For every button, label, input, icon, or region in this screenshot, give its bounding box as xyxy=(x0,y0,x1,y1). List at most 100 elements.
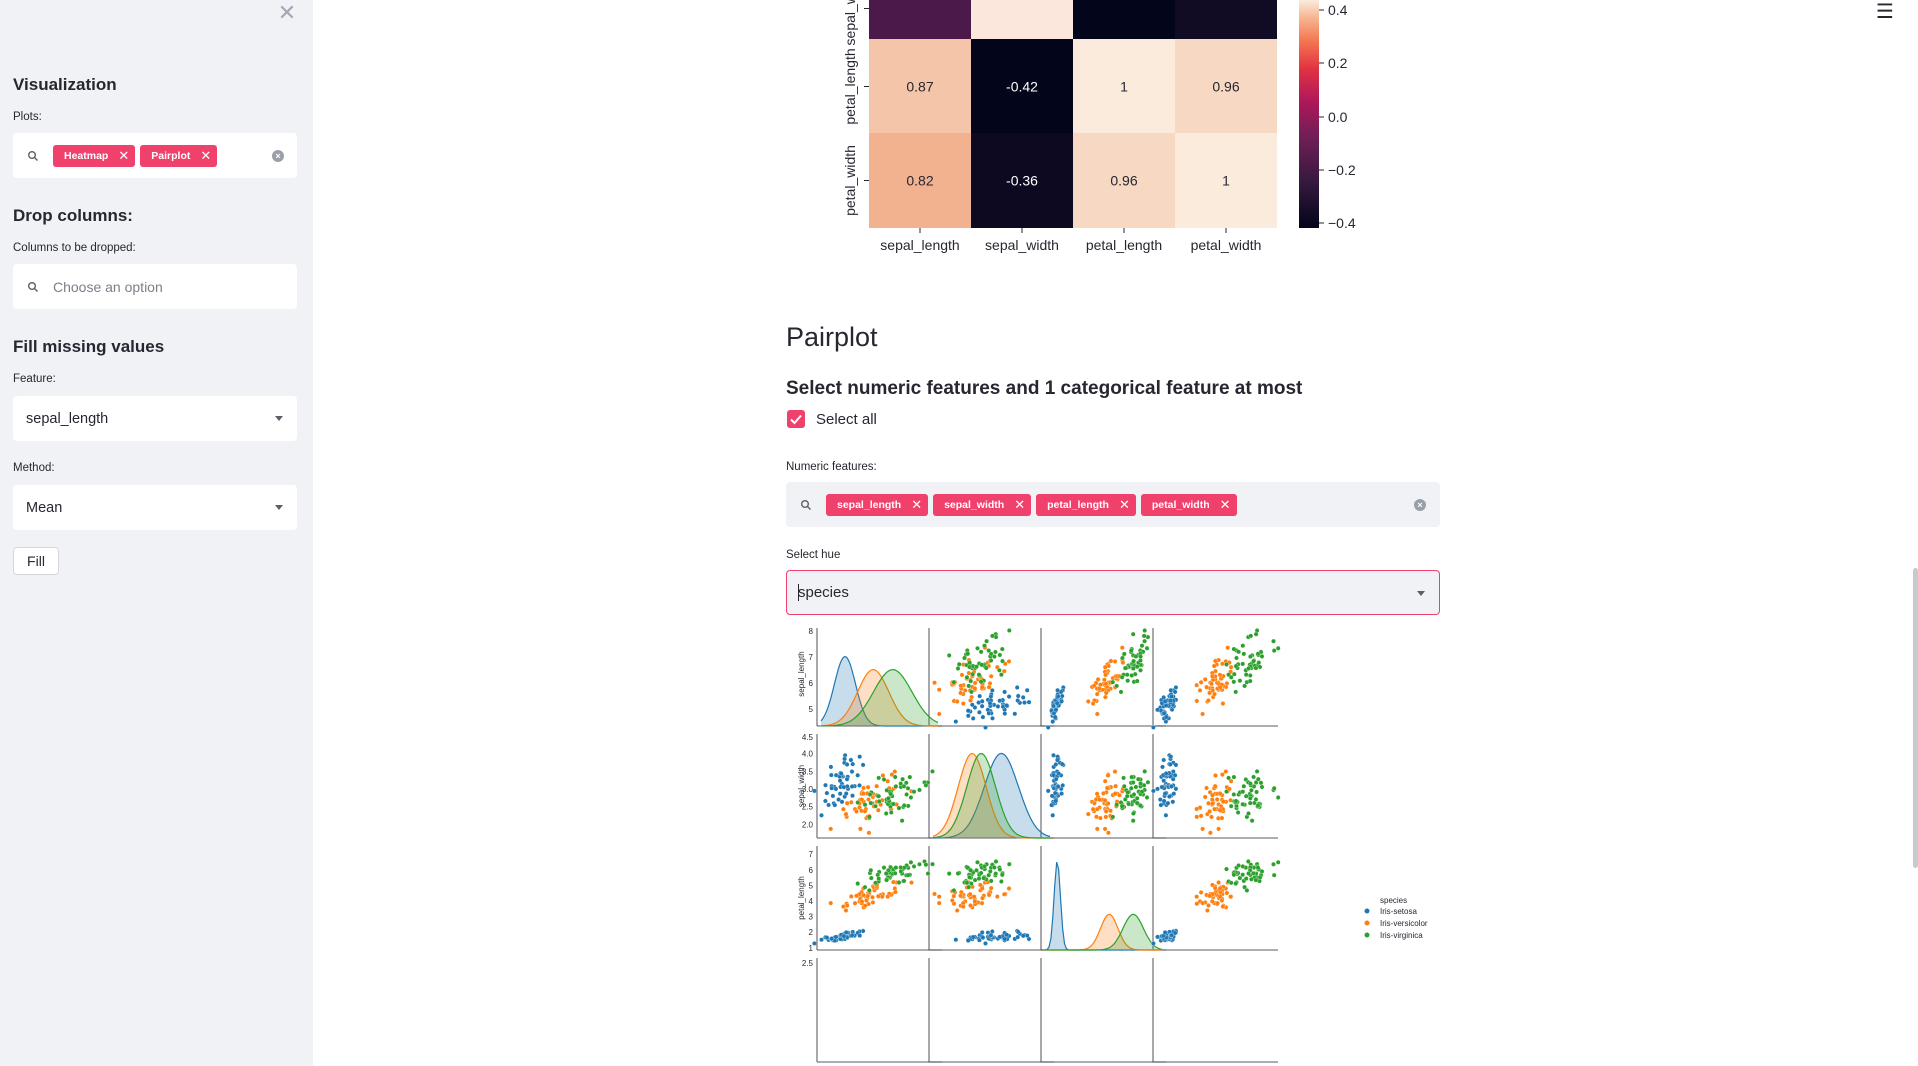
scrollbar[interactable] xyxy=(1913,568,1918,868)
scatter-point xyxy=(1119,645,1125,651)
scatter-point xyxy=(1240,872,1246,878)
scatter-point xyxy=(999,879,1004,884)
scatter-point xyxy=(979,703,985,709)
remove-tag-icon[interactable]: ✕ xyxy=(200,147,212,163)
remove-tag-icon[interactable]: ✕ xyxy=(1118,496,1130,512)
hamburger-menu-icon[interactable]: ☰ xyxy=(1876,1,1894,23)
checkbox-checked-icon[interactable] xyxy=(787,410,805,428)
scatter-point xyxy=(862,808,868,814)
scatter-point xyxy=(1214,797,1220,802)
scatter-point xyxy=(833,934,839,940)
scatter-point xyxy=(1045,725,1051,730)
scatter-point xyxy=(841,784,847,790)
scatter-point xyxy=(857,933,863,938)
scatter-point xyxy=(1253,631,1259,637)
scatter-point xyxy=(1220,701,1226,706)
close-icon[interactable]: ✕ xyxy=(277,0,297,25)
clear-all-icon[interactable]: × xyxy=(1414,499,1426,511)
feature-tag: sepal_length ✕ xyxy=(826,493,929,516)
plot-tag-label: Pairplot xyxy=(151,149,191,162)
scatter-point xyxy=(1090,701,1096,706)
scatter-point xyxy=(1259,869,1265,874)
scatter-point xyxy=(1105,773,1111,778)
heatmap-value: 0.96 xyxy=(1212,79,1239,95)
remove-tag-icon[interactable]: ✕ xyxy=(911,496,923,512)
hue-select[interactable]: species xyxy=(786,570,1440,615)
scatter-point xyxy=(865,784,871,790)
select-all-label: Select all xyxy=(816,410,877,428)
scatter-point xyxy=(898,781,904,786)
clear-all-icon[interactable]: × xyxy=(272,150,284,162)
scatter-point xyxy=(1130,818,1136,824)
scatter-point xyxy=(972,686,978,691)
scatter-point xyxy=(1161,757,1167,763)
numeric-features-multiselect[interactable]: sepal_length ✕ sepal_width ✕ petal_length ✕… xyxy=(786,482,1440,527)
scatter-point xyxy=(1121,783,1127,789)
scatter-point xyxy=(1102,664,1108,670)
scatter-point xyxy=(824,935,830,940)
scatter-point xyxy=(949,898,955,903)
scatter-point xyxy=(824,790,830,796)
feature-tag-label: petal_width xyxy=(1151,498,1210,511)
feature-select[interactable]: sepal_length xyxy=(13,396,297,441)
scatter-point xyxy=(1200,711,1205,717)
scatter-point xyxy=(1131,811,1136,816)
select-all-checkbox[interactable]: Select all xyxy=(787,410,877,428)
scatter-point xyxy=(833,786,839,792)
scatter-point xyxy=(1257,664,1263,670)
scatter-point xyxy=(909,880,914,885)
scatter-point xyxy=(888,810,894,815)
scatter-point xyxy=(972,899,978,904)
scatter-point xyxy=(956,661,962,667)
remove-tag-icon[interactable]: ✕ xyxy=(1219,496,1231,512)
scatter-point xyxy=(988,885,994,891)
scatter-point xyxy=(1223,769,1229,774)
scatter-point xyxy=(1117,792,1122,798)
method-label: Method: xyxy=(13,462,55,474)
scatter-point xyxy=(1094,806,1100,812)
scatter-point xyxy=(884,787,890,793)
scatter-point xyxy=(978,649,984,655)
scatter-point xyxy=(968,678,974,684)
scatter-point xyxy=(986,684,992,690)
scatter-point xyxy=(1231,774,1237,780)
scatter-point xyxy=(1233,798,1239,804)
scatter-point xyxy=(1254,789,1259,795)
scatter-point xyxy=(1000,658,1005,664)
scatter-point xyxy=(1098,815,1103,821)
drop-columns-multiselect[interactable]: Choose an option xyxy=(13,264,297,309)
method-select[interactable]: Mean xyxy=(13,485,297,530)
scatter-point xyxy=(1200,826,1205,832)
scatter-point xyxy=(1094,791,1100,797)
scatter-point xyxy=(1245,859,1251,864)
scatter-point xyxy=(917,861,922,867)
scatter-point xyxy=(1161,778,1167,784)
scatter-point xyxy=(965,938,971,943)
scatter-point xyxy=(1251,774,1256,780)
scatter-point xyxy=(901,783,907,789)
scatter-point xyxy=(1095,677,1101,682)
scatter-point xyxy=(1224,890,1230,896)
scatter-point xyxy=(1094,814,1099,820)
scatter-point xyxy=(1231,646,1237,652)
scatter-point xyxy=(1015,929,1021,935)
scatter-point xyxy=(1165,800,1171,806)
remove-tag-icon[interactable]: ✕ xyxy=(118,147,130,163)
scatter-point xyxy=(932,680,937,686)
scatter-point xyxy=(1002,936,1008,942)
heatmap-row-label: sepal_width xyxy=(842,0,858,45)
plots-multiselect[interactable]: Heatmap ✕ Pairplot ✕ × xyxy=(13,133,297,178)
scatter-point xyxy=(1228,894,1233,900)
scatter-point xyxy=(1002,689,1007,695)
scatter-point xyxy=(1102,826,1108,832)
tick-label: 4.5 xyxy=(802,733,814,742)
remove-tag-icon[interactable]: ✕ xyxy=(1014,496,1026,512)
kde-curve xyxy=(821,668,939,727)
fill-button[interactable]: Fill xyxy=(13,547,59,575)
scatter-point xyxy=(977,882,983,888)
scatter-point xyxy=(1052,790,1058,796)
scatter-point xyxy=(967,891,973,897)
scatter-point xyxy=(1055,757,1060,763)
scatter-point xyxy=(1205,908,1210,913)
scatter-point xyxy=(1119,674,1125,680)
